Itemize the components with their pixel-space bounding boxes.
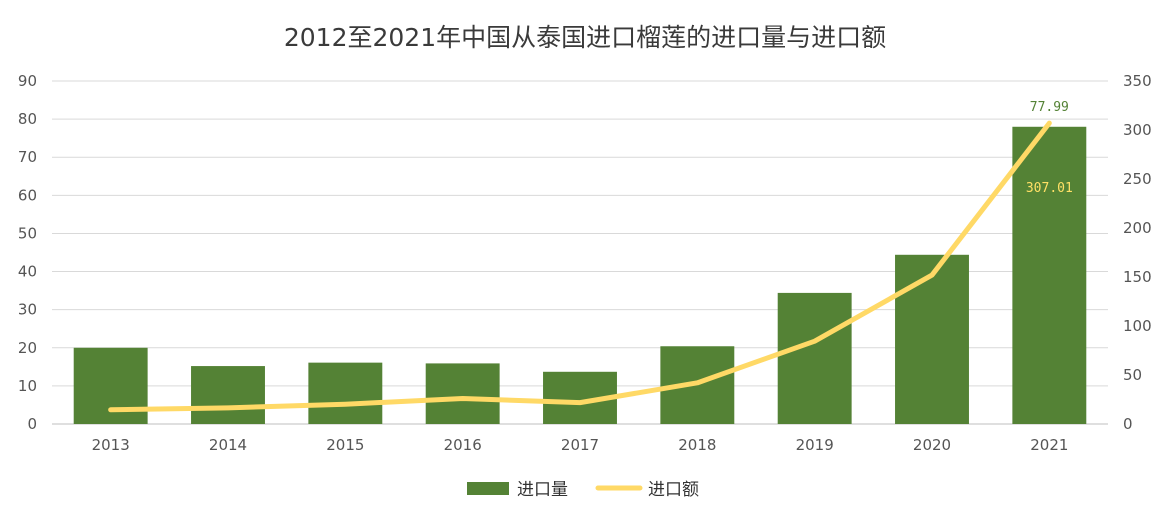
left-axis-tick-label: 20 xyxy=(18,339,37,357)
data-labels: 77.99 307.01 xyxy=(1026,100,1073,196)
line-point[interactable] xyxy=(1047,121,1052,126)
x-axis-tick-label: 2021 xyxy=(1030,436,1068,454)
bar[interactable] xyxy=(895,254,969,424)
right-axis-tick-label: 0 xyxy=(1123,415,1133,433)
left-axis-tick-label: 10 xyxy=(18,377,37,395)
x-axis-tick-label: 2013 xyxy=(92,436,130,454)
left-axis-tick-label: 70 xyxy=(18,148,37,166)
x-axis-tick-label: 2015 xyxy=(326,436,364,454)
bar[interactable] xyxy=(191,366,265,424)
bar[interactable] xyxy=(73,347,148,424)
x-axis-tick-label: 2017 xyxy=(561,436,599,454)
left-axis-tick-label: 40 xyxy=(18,263,37,281)
x-axis-tick-label: 2020 xyxy=(913,436,951,454)
chart-title: 2012至2021年中国从泰国进口榴莲的进口量与进口额 xyxy=(284,23,886,52)
left-axis-ticks: 0 10 20 30 40 50 60 70 80 90 xyxy=(18,72,37,433)
right-axis-tick-label: 50 xyxy=(1123,366,1142,384)
line-point[interactable] xyxy=(578,400,583,405)
left-axis-tick-label: 50 xyxy=(18,224,37,242)
right-axis-tick-label: 300 xyxy=(1123,121,1152,139)
left-axis-tick-label: 80 xyxy=(18,110,37,128)
line-point[interactable] xyxy=(930,273,935,278)
x-axis-ticks: 2013 2014 2015 2016 2017 2018 2019 2020 2021 xyxy=(92,436,1069,454)
left-axis-tick-label: 30 xyxy=(18,301,37,319)
left-axis-tick-label: 90 xyxy=(18,72,37,90)
line-point[interactable] xyxy=(226,405,231,410)
legend-label-import-volume: 进口量 xyxy=(517,480,568,500)
right-axis-tick-label: 350 xyxy=(1123,72,1152,90)
line-series xyxy=(108,120,1052,413)
x-axis-tick-label: 2014 xyxy=(209,436,247,454)
x-axis-tick-label: 2019 xyxy=(796,436,834,454)
left-axis-tick-label: 60 xyxy=(18,186,37,204)
line-point[interactable] xyxy=(695,380,700,385)
legend[interactable]: 进口量 进口额 xyxy=(467,480,699,500)
bar[interactable] xyxy=(308,362,383,424)
legend-swatch-import-volume xyxy=(467,482,509,495)
x-axis-tick-label: 2018 xyxy=(678,436,716,454)
line-point[interactable] xyxy=(108,407,113,412)
right-axis-tick-label: 250 xyxy=(1123,170,1152,188)
left-axis-tick-label: 0 xyxy=(27,415,37,433)
line-point[interactable] xyxy=(343,402,348,407)
bar[interactable] xyxy=(1012,126,1087,424)
x-axis-tick-label: 2016 xyxy=(444,436,482,454)
bar[interactable] xyxy=(425,363,500,424)
right-axis-tick-label: 200 xyxy=(1123,219,1152,237)
line-point[interactable] xyxy=(812,339,817,344)
legend-label-import-value: 进口额 xyxy=(648,480,699,500)
line-path[interactable] xyxy=(108,120,1052,413)
right-axis-ticks: 0 50 100 150 200 250 300 350 xyxy=(1123,72,1152,433)
bar[interactable] xyxy=(777,292,852,424)
line-data-label: 307.01 xyxy=(1026,181,1073,196)
line-point[interactable] xyxy=(460,396,465,401)
right-axis-tick-label: 100 xyxy=(1123,317,1152,335)
right-axis-tick-label: 150 xyxy=(1123,268,1152,286)
bar-data-label: 77.99 xyxy=(1030,100,1069,115)
